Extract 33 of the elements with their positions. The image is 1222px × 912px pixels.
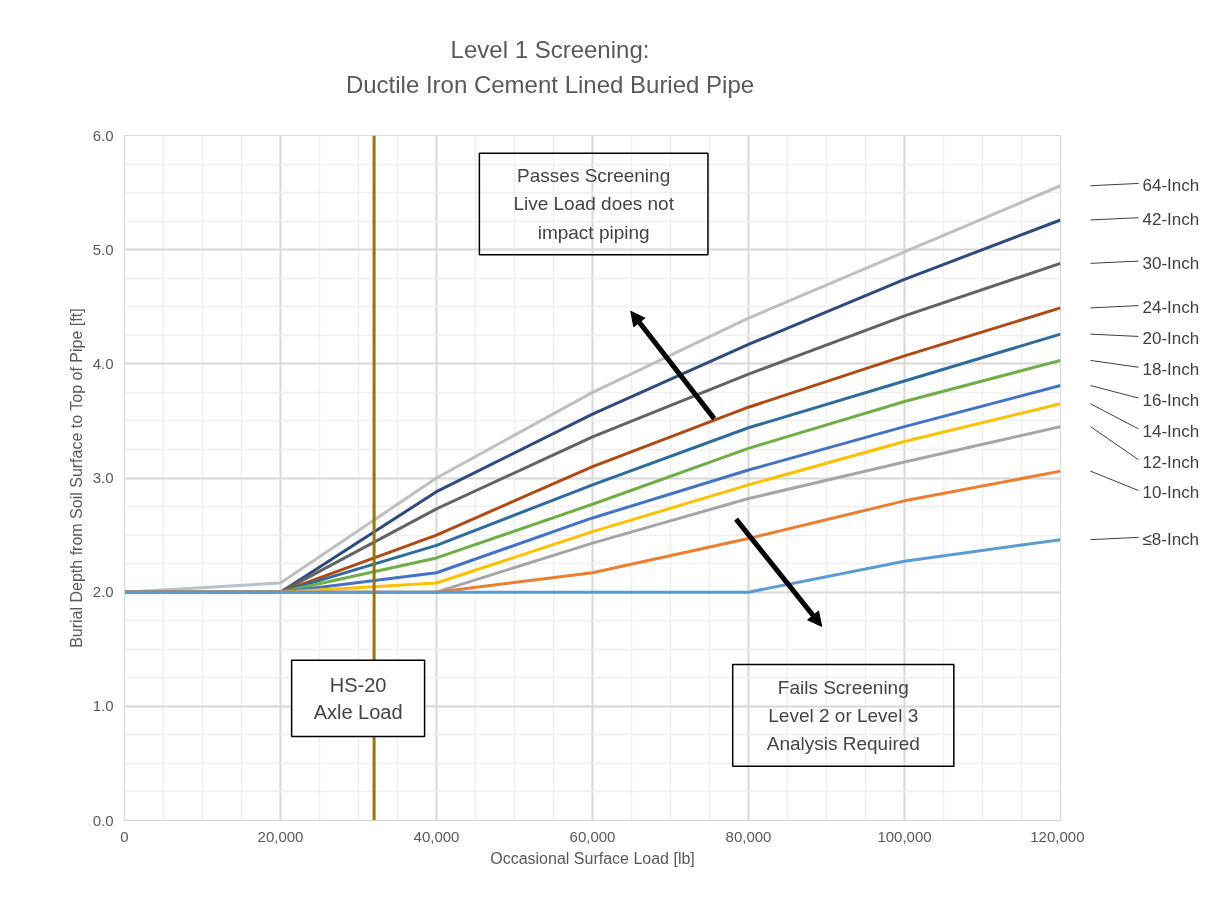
y-tick-label: 5.0 (92, 240, 114, 258)
x-tick-label: 80,000 (725, 827, 772, 845)
text: 12-Inch (1142, 452, 1200, 472)
y-axis-title: Burial Depth from Soil Surface to Top of Pipe [ft] (67, 308, 85, 648)
y-tick-label: 2.0 (92, 583, 114, 601)
y-tick-label: 6.0 (92, 126, 114, 144)
text: 30-Inch (1142, 253, 1200, 273)
x-tick-label: 120,000 (1030, 827, 1085, 845)
x-tick-label: 40,000 (413, 827, 460, 845)
text: 20-Inch (1142, 329, 1200, 349)
y-tick-label: 3.0 (92, 469, 114, 486)
x-tick-label: 20,000 (257, 827, 304, 845)
y-tick-label: 1.0 (92, 697, 114, 715)
chart-title: Level 1 Screening: Ductile Iron Cement Lined Buried Pipe (345, 35, 755, 100)
text: 16-Inch (1142, 390, 1200, 410)
annotation: Level 2 or Level 3 Analysis Required (766, 704, 920, 755)
y-tick-label: 4.0 (92, 354, 114, 372)
annotation: Passes Screening (517, 165, 671, 187)
x-tick-label: 100,000 (877, 827, 932, 845)
text: 18-Inch (1142, 360, 1200, 380)
annotation: Live Load does not impact piping (513, 193, 675, 243)
text: 14-Inch (1142, 421, 1200, 441)
x-tick-label: 60,000 (569, 827, 616, 845)
annotation: Fails Screening (777, 676, 909, 698)
x-tick-label: 0 (120, 827, 129, 845)
text: 10-Inch (1142, 483, 1200, 503)
x-axis-title: Occasional Surface Load [lb] (490, 849, 695, 867)
y-tick-label: 0.0 (92, 811, 114, 829)
text: 42-Inch (1142, 210, 1200, 230)
ref-line-label: HS-20 Axle Load (313, 674, 403, 723)
text: 64-Inch (1142, 176, 1200, 196)
text: ≤8-Inch (1142, 530, 1200, 550)
text: 24-Inch (1142, 298, 1200, 318)
